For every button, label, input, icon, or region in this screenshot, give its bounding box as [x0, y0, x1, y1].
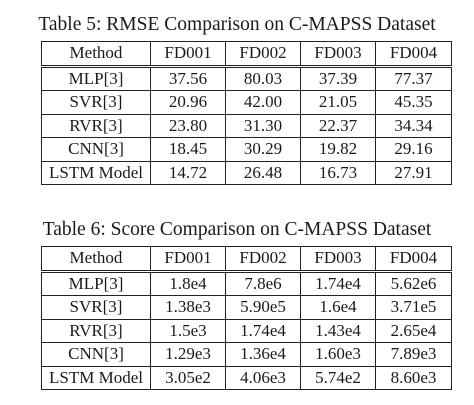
value-cell: 2.65e4 [375, 318, 452, 343]
value-cell: 26.48 [225, 160, 301, 185]
value-cell: 1.8e4 [150, 270, 226, 296]
value-cell: 5.90e5 [225, 295, 301, 320]
value-cell: 1.74e4 [300, 270, 376, 296]
method-cell: CNN[3] [41, 137, 151, 162]
value-cell: 16.73 [300, 160, 376, 185]
table-row: CNN[3] 18.45 30.29 19.82 29.16 [41, 137, 452, 162]
value-cell: 42.00 [225, 90, 301, 115]
score-comparison-table: Method FD001 FD002 FD003 FD004 MLP[3] 1.… [41, 246, 452, 390]
value-cell: 1.5e3 [150, 318, 226, 343]
rmse-table-block: Table 5: RMSE Comparison on C-MAPSS Data… [0, 0, 474, 185]
value-cell: 31.30 [225, 113, 301, 138]
value-cell: 30.29 [225, 137, 301, 162]
value-cell: 20.96 [150, 90, 226, 115]
column-header: FD004 [375, 41, 452, 68]
table-header-row: Method FD001 FD002 FD003 FD004 [41, 246, 452, 273]
value-cell: 7.89e3 [375, 342, 452, 367]
value-cell: 45.35 [375, 90, 452, 115]
value-cell: 22.37 [300, 113, 376, 138]
value-cell: 18.45 [150, 137, 226, 162]
column-header: FD003 [300, 41, 376, 68]
table-row: RVR[3] 1.5e3 1.74e4 1.43e4 2.65e4 [41, 318, 452, 343]
table-row: MLP[3] 1.8e4 7.8e6 1.74e4 5.62e6 [41, 270, 452, 296]
value-cell: 1.29e3 [150, 342, 226, 367]
column-header: FD002 [225, 246, 301, 273]
value-cell: 5.62e6 [375, 270, 452, 296]
method-cell: MLP[3] [41, 270, 151, 296]
value-cell: 1.6e4 [300, 295, 376, 320]
value-cell: 29.16 [375, 137, 452, 162]
value-cell: 37.39 [300, 65, 376, 91]
column-header: Method [41, 41, 151, 68]
method-cell: LSTM Model [41, 365, 151, 390]
column-header: FD002 [225, 41, 301, 68]
value-cell: 3.71e5 [375, 295, 452, 320]
column-header: Method [41, 246, 151, 273]
table-row: MLP[3] 37.56 80.03 37.39 77.37 [41, 65, 452, 91]
method-cell: SVR[3] [41, 295, 151, 320]
value-cell: 5.74e2 [300, 365, 376, 390]
value-cell: 3.05e2 [150, 365, 226, 390]
value-cell: 19.82 [300, 137, 376, 162]
value-cell: 77.37 [375, 65, 452, 91]
method-cell: LSTM Model [41, 160, 151, 185]
value-cell: 1.36e4 [225, 342, 301, 367]
method-cell: RVR[3] [41, 113, 151, 138]
value-cell: 8.60e3 [375, 365, 452, 390]
column-header: FD003 [300, 246, 376, 273]
table-row: CNN[3] 1.29e3 1.36e4 1.60e3 7.89e3 [41, 342, 452, 367]
value-cell: 1.43e4 [300, 318, 376, 343]
value-cell: 80.03 [225, 65, 301, 91]
value-cell: 37.56 [150, 65, 226, 91]
column-header: FD001 [150, 246, 226, 273]
table-header-row: Method FD001 FD002 FD003 FD004 [41, 41, 452, 68]
value-cell: 4.06e3 [225, 365, 301, 390]
column-header: FD004 [375, 246, 452, 273]
value-cell: 14.72 [150, 160, 226, 185]
value-cell: 1.38e3 [150, 295, 226, 320]
table-row: SVR[3] 1.38e3 5.90e5 1.6e4 3.71e5 [41, 295, 452, 320]
column-header: FD001 [150, 41, 226, 68]
method-cell: RVR[3] [41, 318, 151, 343]
value-cell: 34.34 [375, 113, 452, 138]
table-caption: Table 5: RMSE Comparison on C-MAPSS Data… [38, 14, 436, 35]
method-cell: CNN[3] [41, 342, 151, 367]
table-row: SVR[3] 20.96 42.00 21.05 45.35 [41, 90, 452, 115]
value-cell: 1.74e4 [225, 318, 301, 343]
method-cell: SVR[3] [41, 90, 151, 115]
score-table-block: Table 6: Score Comparison on C-MAPSS Dat… [0, 205, 474, 390]
value-cell: 7.8e6 [225, 270, 301, 296]
value-cell: 27.91 [375, 160, 452, 185]
table-row: RVR[3] 23.80 31.30 22.37 34.34 [41, 113, 452, 138]
value-cell: 21.05 [300, 90, 376, 115]
value-cell: 1.60e3 [300, 342, 376, 367]
table-row: LSTM Model 14.72 26.48 16.73 27.91 [41, 160, 452, 185]
value-cell: 23.80 [150, 113, 226, 138]
table-row: LSTM Model 3.05e2 4.06e3 5.74e2 8.60e3 [41, 365, 452, 390]
rmse-comparison-table: Method FD001 FD002 FD003 FD004 MLP[3] 37… [41, 41, 452, 185]
table-caption: Table 6: Score Comparison on C-MAPSS Dat… [42, 219, 432, 240]
method-cell: MLP[3] [41, 65, 151, 91]
